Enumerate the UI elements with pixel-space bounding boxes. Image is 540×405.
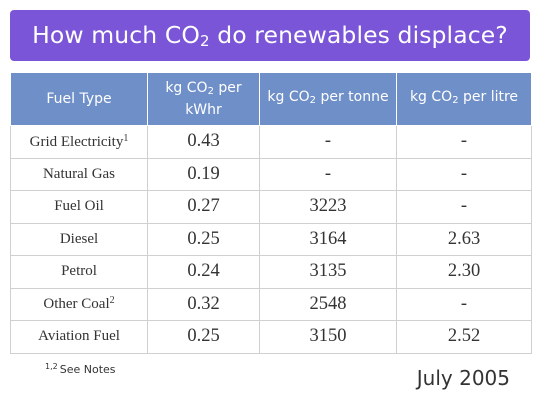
table-row: Grid Electricity1 0.43 - - [10,125,532,159]
litre-cell: 2.52 [396,320,532,354]
kwhr-cell: 0.27 [147,190,260,224]
header-fuel-type: Fuel Type [10,72,148,126]
kwhr-cell: 0.43 [147,125,260,159]
litre-cell: - [396,287,532,321]
header-per-litre: kg CO2 per litre [396,72,532,126]
fuel-cell: Aviation Fuel [10,320,148,354]
tonne-cell: 3164 [259,222,397,256]
litre-cell: - [396,190,532,224]
header-per-kwhr: kg CO2 per kWhr [147,72,260,126]
fuel-cell: Natural Gas [10,157,148,191]
fuel-cell: Other Coal2 [10,287,148,321]
litre-cell: - [396,125,532,159]
kwhr-cell: 0.32 [147,287,260,321]
litre-cell: - [396,157,532,191]
table-row: Diesel 0.25 3164 2.63 [10,222,532,256]
fuel-cell: Diesel [10,222,148,256]
footnote-marks: 1,2 [45,362,58,371]
kwhr-cell: 0.19 [147,157,260,191]
title-banner: How much CO2 do renewables displace? [10,10,530,61]
kwhr-cell: 0.25 [147,320,260,354]
header-per-tonne: kg CO2 per tonne [259,72,397,126]
fuel-cell: Petrol [10,255,148,289]
table-row: Petrol 0.24 3135 2.30 [10,255,532,289]
tonne-cell: 3150 [259,320,397,354]
tonne-cell: - [259,125,397,159]
page-title: How much CO2 do renewables displace? [32,21,508,50]
footnote-mark: 2 [109,295,115,307]
footnote-mark: 1 [123,132,129,144]
litre-cell: 2.30 [396,255,532,289]
tonne-cell: 3223 [259,190,397,224]
kwhr-cell: 0.25 [147,222,260,256]
table-row: Aviation Fuel 0.25 3150 2.52 [10,320,532,354]
tonne-cell: - [259,157,397,191]
tonne-cell: 2548 [259,287,397,321]
table-row: Natural Gas 0.19 - - [10,157,532,191]
footnote-text: See Notes [59,363,116,376]
table-row: Fuel Oil 0.27 3223 - [10,190,532,224]
fuel-cell: Grid Electricity1 [10,125,148,159]
date-label: July 2005 [416,366,510,390]
litre-cell: 2.63 [396,222,532,256]
header-row: Fuel Type kg CO2 per kWhr kg CO2 per ton… [10,72,532,126]
co2-table: Fuel Type kg CO2 per kWhr kg CO2 per ton… [10,72,532,354]
tonne-cell: 3135 [259,255,397,289]
table-row: Other Coal2 0.32 2548 - [10,287,532,321]
footnote: 1,2 See Notes [45,362,116,376]
kwhr-cell: 0.24 [147,255,260,289]
fuel-cell: Fuel Oil [10,190,148,224]
